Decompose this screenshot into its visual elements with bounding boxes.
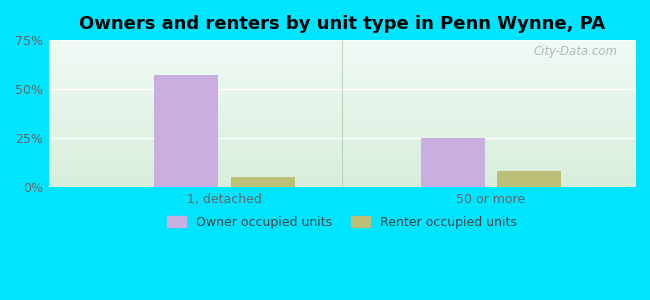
Title: Owners and renters by unit type in Penn Wynne, PA: Owners and renters by unit type in Penn … xyxy=(79,15,605,33)
Bar xyxy=(231,177,295,187)
Bar xyxy=(497,171,562,187)
Bar xyxy=(421,138,485,187)
Bar xyxy=(154,75,218,187)
Text: City-Data.com: City-Data.com xyxy=(533,44,618,58)
Legend: Owner occupied units, Renter occupied units: Owner occupied units, Renter occupied un… xyxy=(162,211,521,234)
